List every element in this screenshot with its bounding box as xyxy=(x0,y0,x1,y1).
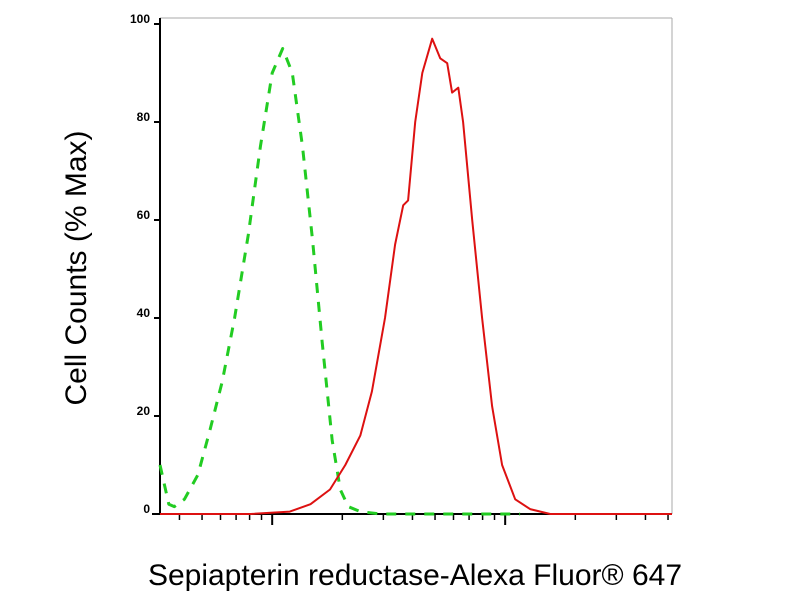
y-tick-label: 80 xyxy=(137,110,151,124)
y-tick-label: 0 xyxy=(143,502,150,516)
y-tick-label: 100 xyxy=(130,12,150,26)
histogram-line xyxy=(160,37,672,515)
x-axis-label: Sepiapterin reductase-Alexa Fluor® 647 xyxy=(148,559,682,592)
y-axis-label: Cell Counts (% Max) xyxy=(60,130,93,405)
y-tick-label: 20 xyxy=(137,404,151,418)
histogram-line xyxy=(158,47,521,516)
y-tick-label: 40 xyxy=(137,306,151,320)
y-tick-label: 60 xyxy=(137,208,151,222)
